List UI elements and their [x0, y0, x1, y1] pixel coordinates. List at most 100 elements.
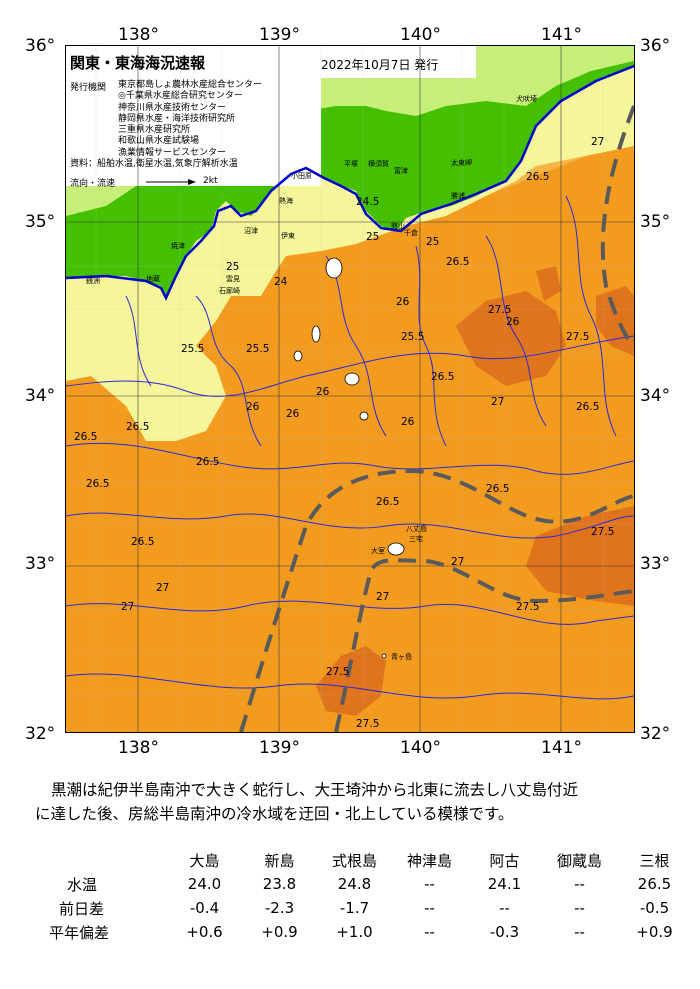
isotherm-label: 26.5: [446, 256, 470, 268]
mikura-island: [359, 411, 369, 421]
isotherm-label: 27: [491, 396, 505, 408]
place-name: 千倉: [404, 229, 418, 237]
table-cell: --: [424, 923, 435, 941]
flow-speed-value: 2kt: [203, 176, 218, 186]
column-header: 新島: [264, 851, 295, 870]
table-cell: +0.6: [186, 923, 223, 941]
table-row: 水温 24.0 23.8 24.8 -- 24.1 -- 26.5: [45, 872, 692, 896]
agency-item: 東京都島しょ農林水産総合センター: [118, 80, 263, 90]
lat-label-right-36: 36°: [640, 36, 671, 56]
agency-item: 漁業情報サービスセンター: [118, 147, 227, 158]
column-header: 御蔵島: [556, 851, 602, 870]
table-cell: --: [574, 899, 585, 917]
table-cell: --: [574, 923, 585, 941]
place-name: 三宅: [409, 535, 423, 543]
place-name: 地蔵: [146, 275, 160, 283]
miyake-island: [344, 372, 360, 386]
hachijo-island: [387, 542, 405, 556]
column-header: 式根島: [331, 851, 377, 870]
description-text: 黒潮は紀伊半島南沖で大きく蛇行し、大王埼沖から北東に流去し八丈島付近 に達した後…: [35, 778, 665, 826]
table-cell: -0.4: [189, 899, 220, 917]
lon-label-bottom-138: 138°: [118, 738, 159, 758]
place-name: 勝浦: [451, 192, 465, 200]
isotherm-label: 27: [121, 601, 135, 613]
column-header: 大島: [189, 851, 220, 870]
map-canvas: [66, 46, 634, 732]
agency-item: 三重県水産研究所: [118, 125, 191, 136]
table-cell: 24.0: [187, 875, 222, 893]
isotherm-label: 27.5: [488, 304, 512, 316]
hot-water-patch-1: [456, 291, 566, 386]
sea-temperature-map: 関東・東海海況速報 2022年10月7日 発行 発行機関 東京都島しょ農林水産総…: [65, 45, 635, 733]
isotherm-label: 24: [274, 276, 288, 288]
lat-label-right-35: 35°: [640, 212, 671, 232]
place-name: 富津: [394, 167, 408, 175]
table-cell: -0.5: [639, 899, 670, 917]
agency-list: 東京都島しょ農林水産総合センター ◎千葉県水産総合研究センター 神奈川県水産技術…: [118, 80, 262, 159]
table-cell: 23.8: [262, 875, 297, 893]
place-name: 熱海: [279, 197, 293, 205]
agency-item: 神奈川県水産技術センター: [118, 102, 227, 113]
table-cell: 24.1: [487, 875, 522, 893]
header-white-box: [66, 46, 321, 186]
isotherm-label: 25.5: [401, 331, 425, 343]
isotherm-label: 26.5: [126, 421, 150, 433]
flow-arrow-icon: [146, 179, 196, 185]
isotherm-label: 27.5: [591, 526, 615, 538]
place-name: 八丈島: [406, 525, 427, 533]
isotherm-label: 26.5: [576, 401, 600, 413]
flow-legend-label: 流向・流速: [70, 179, 116, 189]
aogashima-island: [381, 653, 387, 659]
lat-label-left-33: 33°: [25, 554, 56, 574]
isotherm-label: 27.5: [516, 601, 540, 613]
toshima-island: [311, 325, 321, 343]
isotherm-label: 26: [286, 408, 300, 420]
isotherm-label: 27.5: [566, 331, 590, 343]
oshima-island: [325, 257, 343, 279]
place-name: 大室: [371, 547, 385, 555]
isotherm-label: 27.5: [356, 718, 380, 730]
place-name: 太東岬: [451, 159, 472, 167]
table-cell: --: [499, 899, 510, 917]
place-name: 銭洲: [86, 277, 100, 285]
hot-water-patch-3: [316, 646, 386, 716]
row-header: 水温: [67, 875, 98, 894]
table-cell: --: [424, 875, 435, 893]
agency-item: 静岡県水産・海洋技術研究所: [118, 113, 236, 124]
isotherm-label: 27: [156, 582, 170, 594]
table-cell: -0.3: [489, 923, 520, 941]
isotherm-label: 24.5: [356, 196, 380, 208]
lon-label-bottom-141: 141°: [541, 738, 582, 758]
table-cell: +0.9: [261, 923, 298, 941]
isotherm-label: 26: [401, 416, 415, 428]
isotherm-label: 27.5: [326, 666, 350, 678]
table-row: 前日差 -0.4 -2.3 -1.7 -- -- -- -0.5: [45, 896, 692, 920]
table-cell: 26.5: [637, 875, 672, 893]
table-cell: --: [574, 875, 585, 893]
place-name: 石廊崎: [219, 287, 240, 295]
column-header: 三根: [639, 851, 670, 870]
lat-label-right-32: 32°: [640, 724, 671, 744]
place-name: 伊東: [281, 232, 295, 240]
islands: [293, 257, 405, 659]
table-cell: -2.3: [264, 899, 295, 917]
niijima-island: [293, 350, 303, 362]
lat-label-right-33: 33°: [640, 554, 671, 574]
place-name: 焼津: [171, 242, 185, 250]
column-header: 阿古: [489, 851, 520, 870]
table-cell: +1.0: [336, 923, 373, 941]
isotherm-label: 26.5: [131, 536, 155, 548]
lon-label-top-138: 138°: [118, 25, 159, 45]
agency-item: ◎千葉県水産総合研究センター: [118, 91, 243, 102]
isotherm-label: 26.5: [376, 496, 400, 508]
agency-heading: 発行機関: [70, 83, 107, 93]
table-cell: -1.7: [339, 899, 370, 917]
table-cell: +0.9: [636, 923, 673, 941]
lat-lon-grid: [66, 46, 634, 732]
island-temperature-table: 大島 新島 式根島 神津島 阿古 御蔵島 三根 水温 24.0 23.8 24.…: [45, 848, 692, 944]
date-white-box: [306, 46, 476, 78]
table-row: 平年偏差 +0.6 +0.9 +1.0 -- -0.3 -- +0.9: [45, 920, 692, 944]
issue-date: 2022年10月7日 発行: [321, 58, 439, 72]
description-line: 黒潮は紀伊半島南沖で大きく蛇行し、大王埼沖から北東に流去し八丈島付近: [51, 781, 579, 799]
table-header-row: 大島 新島 式根島 神津島 阿古 御蔵島 三根: [45, 848, 692, 872]
